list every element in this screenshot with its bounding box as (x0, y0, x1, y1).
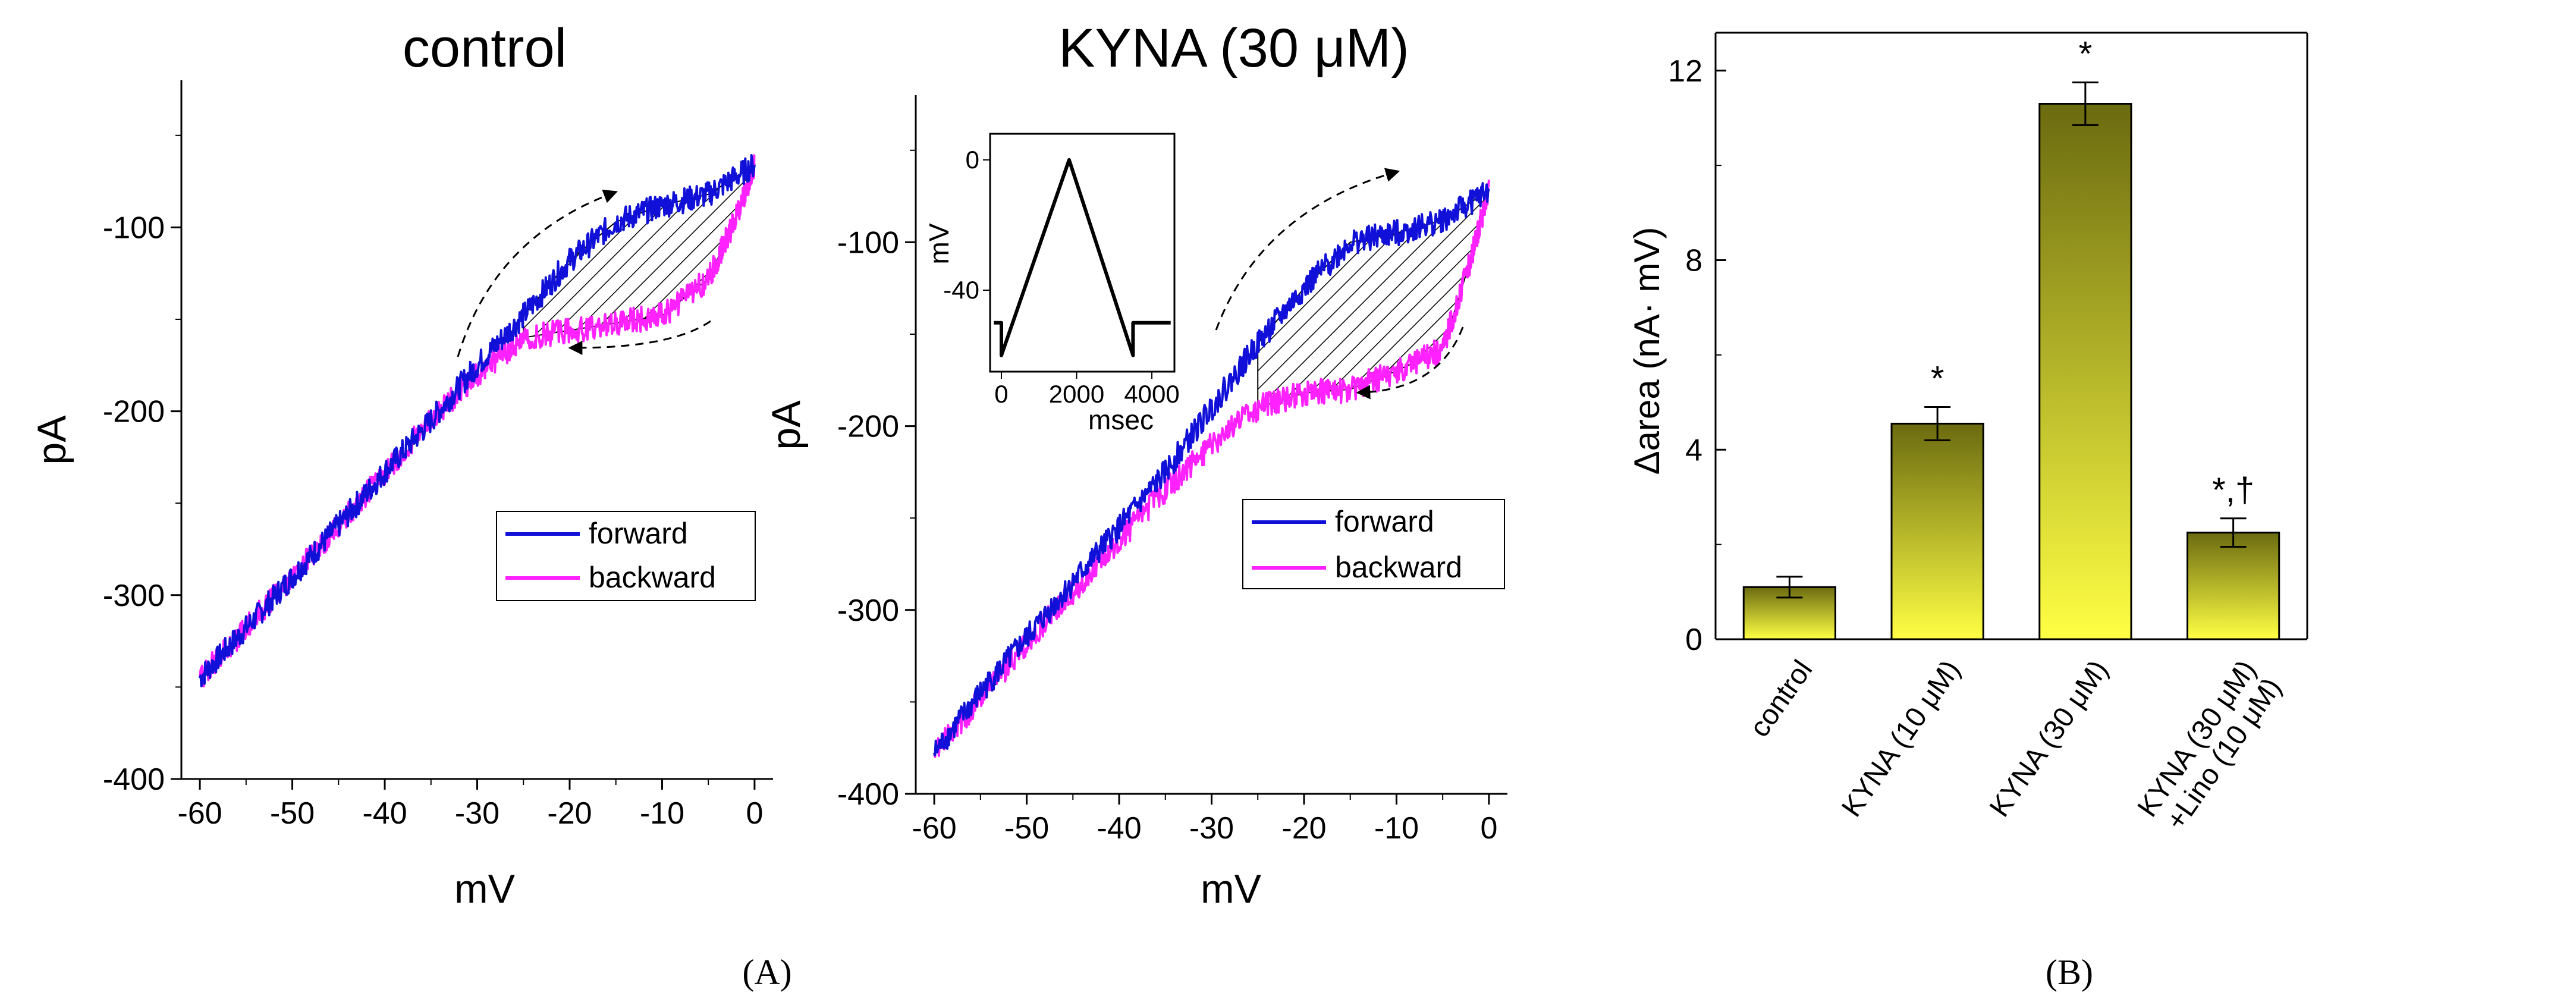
inset-y-label: mV (923, 223, 954, 264)
inset-x-tick-label: 0 (994, 380, 1008, 408)
x-tick-label: -40 (362, 796, 407, 831)
inset-ramp-trace (994, 158, 1171, 357)
iv-axes-control: -60 -50 -40 -30 -20 -10 0-400-300-200-100 (103, 80, 773, 831)
significance-marks: * * *,† (1931, 35, 2254, 510)
backward-direction-arrow (568, 320, 711, 355)
bar-category-labels: control KYNA (10 μM) KYNA (30 μM) KYNA (30 … (1743, 655, 2288, 840)
x-tick-label: -10 (640, 796, 684, 831)
legend-box (1242, 499, 1505, 589)
significance-mark: * (2079, 35, 2093, 74)
inset-voltage-ramp: 0 2000 4000 -40 0 msec mV (923, 133, 1180, 435)
x-tick-label: -60 (178, 796, 222, 831)
caption-b: (B) (2046, 953, 2093, 992)
inset-trace (994, 158, 1171, 357)
panel-title-control: control (403, 18, 567, 78)
x-tick-label: -20 (547, 796, 592, 831)
bar (1742, 586, 1836, 640)
forward-direction-arrow (457, 189, 618, 357)
y-axis-label-control: pA (29, 415, 74, 465)
y-tick-label: -400 (103, 762, 165, 797)
x-axis-label-kyna: mV (1201, 866, 1262, 912)
x-tick-label: -50 (1004, 811, 1049, 846)
x-tick-label: -50 (270, 796, 315, 831)
bar-y-axis-label: Δarea (nA· mV) (1627, 227, 1667, 475)
x-tick-label: -30 (1189, 811, 1234, 846)
iv-panel-control: control -60 -50 -40 -30 -20 -10 0-400-300-200-… (29, 18, 773, 912)
iv-panel-kyna: KYNA (30 μM) -60 -50 -40 -30 -20 -10 0-400-300… (764, 18, 1507, 912)
bar-category-label: KYNA (30 μM) (1984, 655, 2115, 822)
inset-y-tick-label: -40 (943, 276, 979, 304)
iv-traces-kyna (933, 180, 1490, 758)
bar-category-label: control (1743, 655, 1818, 743)
direction-arrows-kyna (1215, 168, 1464, 400)
significance-mark: *,† (2212, 471, 2254, 510)
bar-category-label-line: KYNA (30 μM) (1984, 655, 2115, 822)
forward-direction-arrow (1215, 168, 1400, 331)
x-tick-label: 0 (746, 796, 763, 831)
inset-x-label: msec (1088, 404, 1154, 435)
legend-label-forward: forward (1335, 505, 1434, 538)
bar-category-label: KYNA (10 μM) (1836, 655, 1966, 822)
bar-y-tick-label: 4 (1685, 433, 1702, 467)
significance-mark: * (1931, 360, 1944, 398)
legend-kyna: forward backward (1242, 499, 1505, 589)
bar-category-label-line: KYNA (10 μM) (1836, 655, 1966, 822)
legend-label-backward: backward (589, 561, 716, 594)
error-bars (1776, 81, 2247, 599)
y-tick-label: -200 (837, 410, 899, 444)
panel-title-kyna: KYNA (30 μM) (1058, 18, 1409, 78)
bar-y-tick-label: 12 (1668, 54, 1702, 89)
inset-axes: 0 2000 4000 -40 0 (943, 133, 1180, 408)
x-tick-label: 0 (1480, 811, 1497, 846)
bars (1742, 103, 2280, 640)
iv-axes-kyna: -60 -50 -40 -30 -20 -10 0-400-300-200-100 (837, 95, 1507, 846)
y-tick-label: -100 (837, 225, 899, 260)
bar-y-tick-label: 8 (1685, 244, 1702, 278)
y-tick-label: -300 (837, 593, 899, 628)
bar (2187, 532, 2280, 640)
x-axis-label-control: mV (454, 866, 516, 912)
y-tick-label: -400 (837, 777, 899, 812)
legend-label-backward: backward (1335, 551, 1462, 584)
caption-a: (A) (742, 953, 791, 992)
x-tick-label: -40 (1097, 811, 1141, 846)
trace-forward (933, 182, 1490, 756)
y-tick-label: -300 (103, 579, 165, 613)
y-tick-label: -200 (103, 395, 165, 429)
inset-y-tick-label: 0 (966, 146, 979, 174)
x-tick-label: -10 (1374, 811, 1419, 846)
iv-traces-control (199, 153, 756, 687)
bar-y-tick-label: 0 (1685, 623, 1702, 657)
bar-category-label: KYNA (30 μM)+Lino (10 μM) (2132, 655, 2288, 840)
y-tick-label: -100 (103, 211, 165, 245)
trace-forward (199, 154, 756, 687)
bar (2038, 103, 2132, 640)
backward-direction-arrow (1356, 326, 1464, 400)
legend-box (496, 511, 756, 601)
inset-x-tick-label: 4000 (1124, 380, 1179, 408)
inset-frame (989, 133, 1176, 373)
x-tick-label: -20 (1281, 811, 1326, 846)
x-tick-label: -30 (455, 796, 500, 831)
legend-control: forward backward (496, 511, 756, 601)
inset-x-tick-label: 2000 (1049, 380, 1104, 408)
bar-category-label-line: control (1743, 655, 1818, 743)
direction-arrows-control (457, 189, 711, 357)
bar (1890, 422, 1984, 640)
y-axis-label-kyna: pA (764, 400, 809, 450)
x-tick-label: -60 (912, 811, 957, 846)
legend-label-forward: forward (589, 517, 688, 550)
